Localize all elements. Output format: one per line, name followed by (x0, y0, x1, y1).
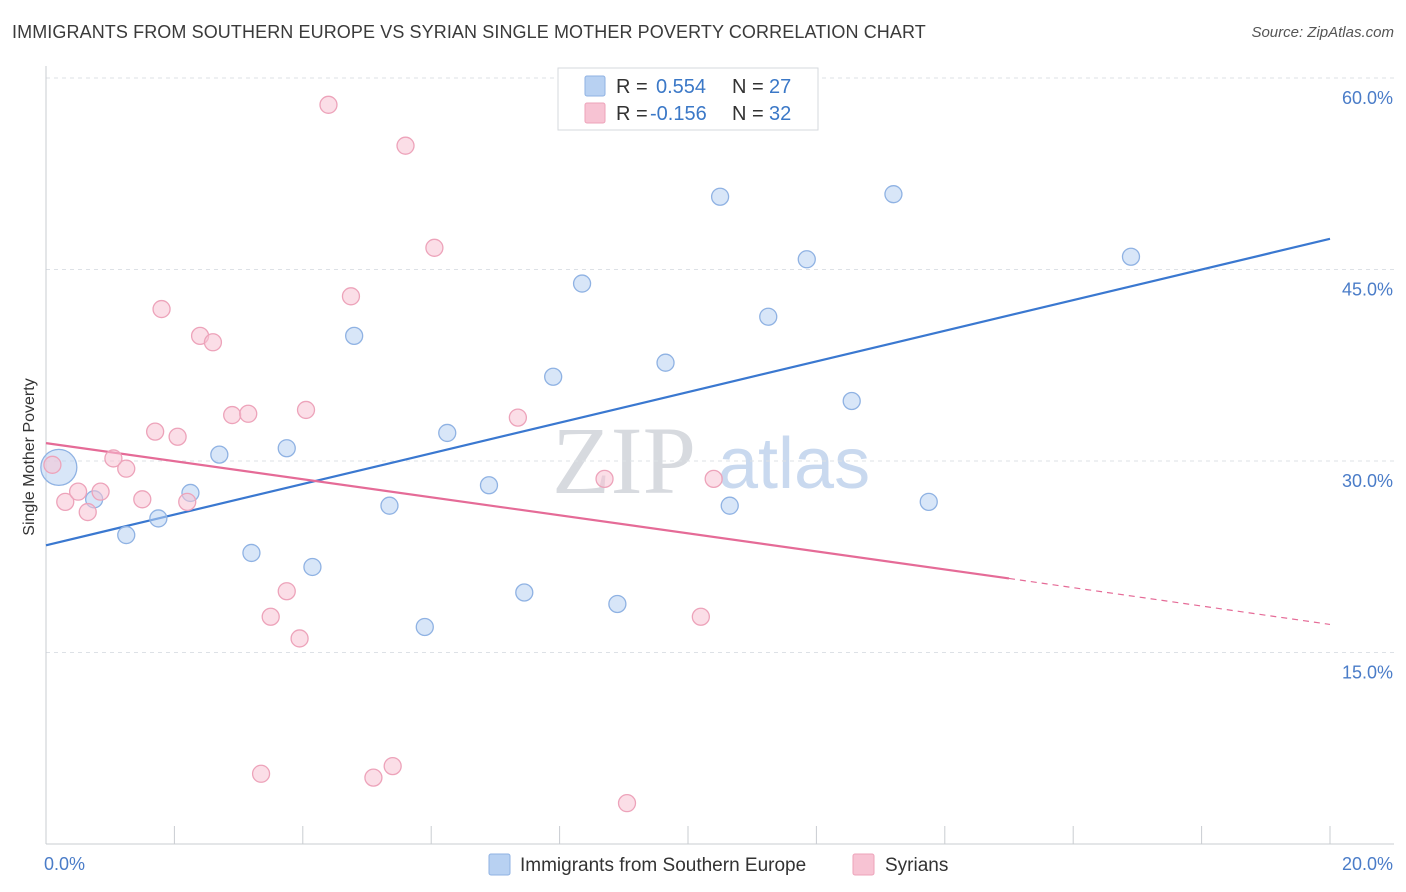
top-legend: R = 0.554 N = 27 R = -0.156 N = 32 (557, 67, 819, 131)
blue-point-7 (277, 439, 296, 458)
legend-n-value-2: 32 (769, 103, 791, 125)
pink-point-16 (251, 764, 271, 783)
legend-r-label-2: R = (616, 103, 648, 125)
legend-n-label-1: N = (732, 76, 764, 98)
y-tick-label-45: 45.0% (1342, 280, 1393, 300)
chart-title: IMMIGRANTS FROM SOUTHERN EUROPE VS SYRIA… (12, 22, 926, 42)
grid-lines (46, 77, 1394, 653)
blue-point-26 (1121, 247, 1141, 266)
bottom-legend-label-pink: Syrians (885, 855, 948, 876)
blue-point-25 (919, 492, 938, 512)
pink-point-0 (43, 455, 62, 474)
legend-r-value-2: -0.156 (650, 103, 707, 125)
legend-r-value-1: 0.554 (656, 76, 706, 98)
pink-point-6 (117, 459, 136, 478)
blue-point-18 (656, 353, 675, 372)
x-tick-label-end: 20.0% (1342, 854, 1393, 874)
blue-point-9 (345, 326, 364, 346)
pink-point-19 (290, 629, 309, 648)
pink-point-21 (319, 95, 338, 114)
blue-point-13 (479, 476, 499, 495)
pink-point-4 (91, 482, 110, 501)
trend-lines (45, 237, 1331, 626)
pink-point-14 (223, 405, 242, 425)
pink-point-5 (104, 449, 123, 468)
blue-point-11 (415, 617, 434, 637)
pink-point-20 (296, 400, 316, 420)
data-points (40, 95, 1141, 813)
pink-point-17 (261, 607, 280, 626)
pink-point-15 (239, 404, 258, 423)
blue-point-16 (572, 274, 592, 293)
legend-n-label-2: N = (732, 103, 764, 125)
blue-point-17 (608, 594, 627, 614)
legend-r-label-1: R = (616, 76, 648, 98)
pink-point-25 (396, 136, 415, 155)
blue-point-24 (884, 185, 903, 204)
bottom-legend-swatch-blue (488, 853, 511, 876)
bottom-legend: Immigrants from Southern Europe Syrians (488, 853, 948, 876)
pink-point-23 (364, 768, 383, 787)
axis-labels: 15.0% 30.0% 45.0% 60.0% 0.0% 20.0% (44, 88, 1393, 874)
pink-point-28 (595, 469, 614, 489)
pink-point-10 (168, 427, 187, 446)
blue-point-10 (380, 496, 399, 515)
legend-swatch-blue (584, 75, 606, 97)
blue-point-3 (149, 509, 168, 528)
blue-point-21 (759, 307, 778, 326)
bottom-legend-swatch-pink (852, 853, 875, 876)
blue-point-5 (210, 445, 229, 464)
pink-point-2 (68, 482, 88, 501)
pink-point-30 (691, 607, 710, 626)
blue-point-22 (797, 250, 816, 269)
blue-point-6 (242, 543, 261, 563)
blue-point-23 (842, 391, 861, 411)
pink-point-9 (152, 299, 171, 319)
legend-n-value-1: 27 (769, 76, 791, 98)
y-axis-title: Single Mother Poverty (21, 378, 38, 535)
blue-point-12 (438, 423, 457, 443)
watermark-atlas: atlas (718, 424, 870, 504)
pink-point-26 (425, 238, 444, 257)
blue-trend-line (45, 237, 1331, 547)
pink-point-8 (145, 422, 165, 441)
pink-point-11 (178, 492, 197, 512)
blue-point-8 (303, 557, 322, 577)
pink-trend-line (45, 442, 1010, 580)
pink-point-31 (704, 469, 723, 489)
blue-point-19 (710, 187, 730, 206)
blue-point-2 (117, 525, 136, 545)
legend-swatch-pink (584, 102, 606, 124)
blue-point-14 (515, 583, 534, 602)
pink-point-13 (203, 333, 223, 352)
pink-point-29 (617, 793, 637, 813)
pink-point-22 (341, 287, 361, 306)
pink-point-7 (133, 490, 152, 509)
pink-point-1 (56, 492, 75, 512)
pink-point-3 (78, 502, 97, 522)
chart-source: Source: ZipAtlas.com (1251, 24, 1394, 41)
pink-point-18 (277, 582, 296, 601)
y-tick-label-15: 15.0% (1342, 663, 1393, 683)
pink-trend-line-dashed (1008, 577, 1331, 626)
pink-point-24 (383, 756, 402, 776)
blue-point-15 (544, 367, 563, 386)
blue-point-20 (720, 496, 739, 515)
y-tick-label-30: 30.0% (1342, 471, 1393, 491)
bottom-legend-label-blue: Immigrants from Southern Europe (520, 855, 806, 876)
y-tick-label-60: 60.0% (1342, 88, 1393, 108)
x-tick-label-start: 0.0% (44, 854, 85, 874)
pink-point-27 (508, 408, 528, 427)
